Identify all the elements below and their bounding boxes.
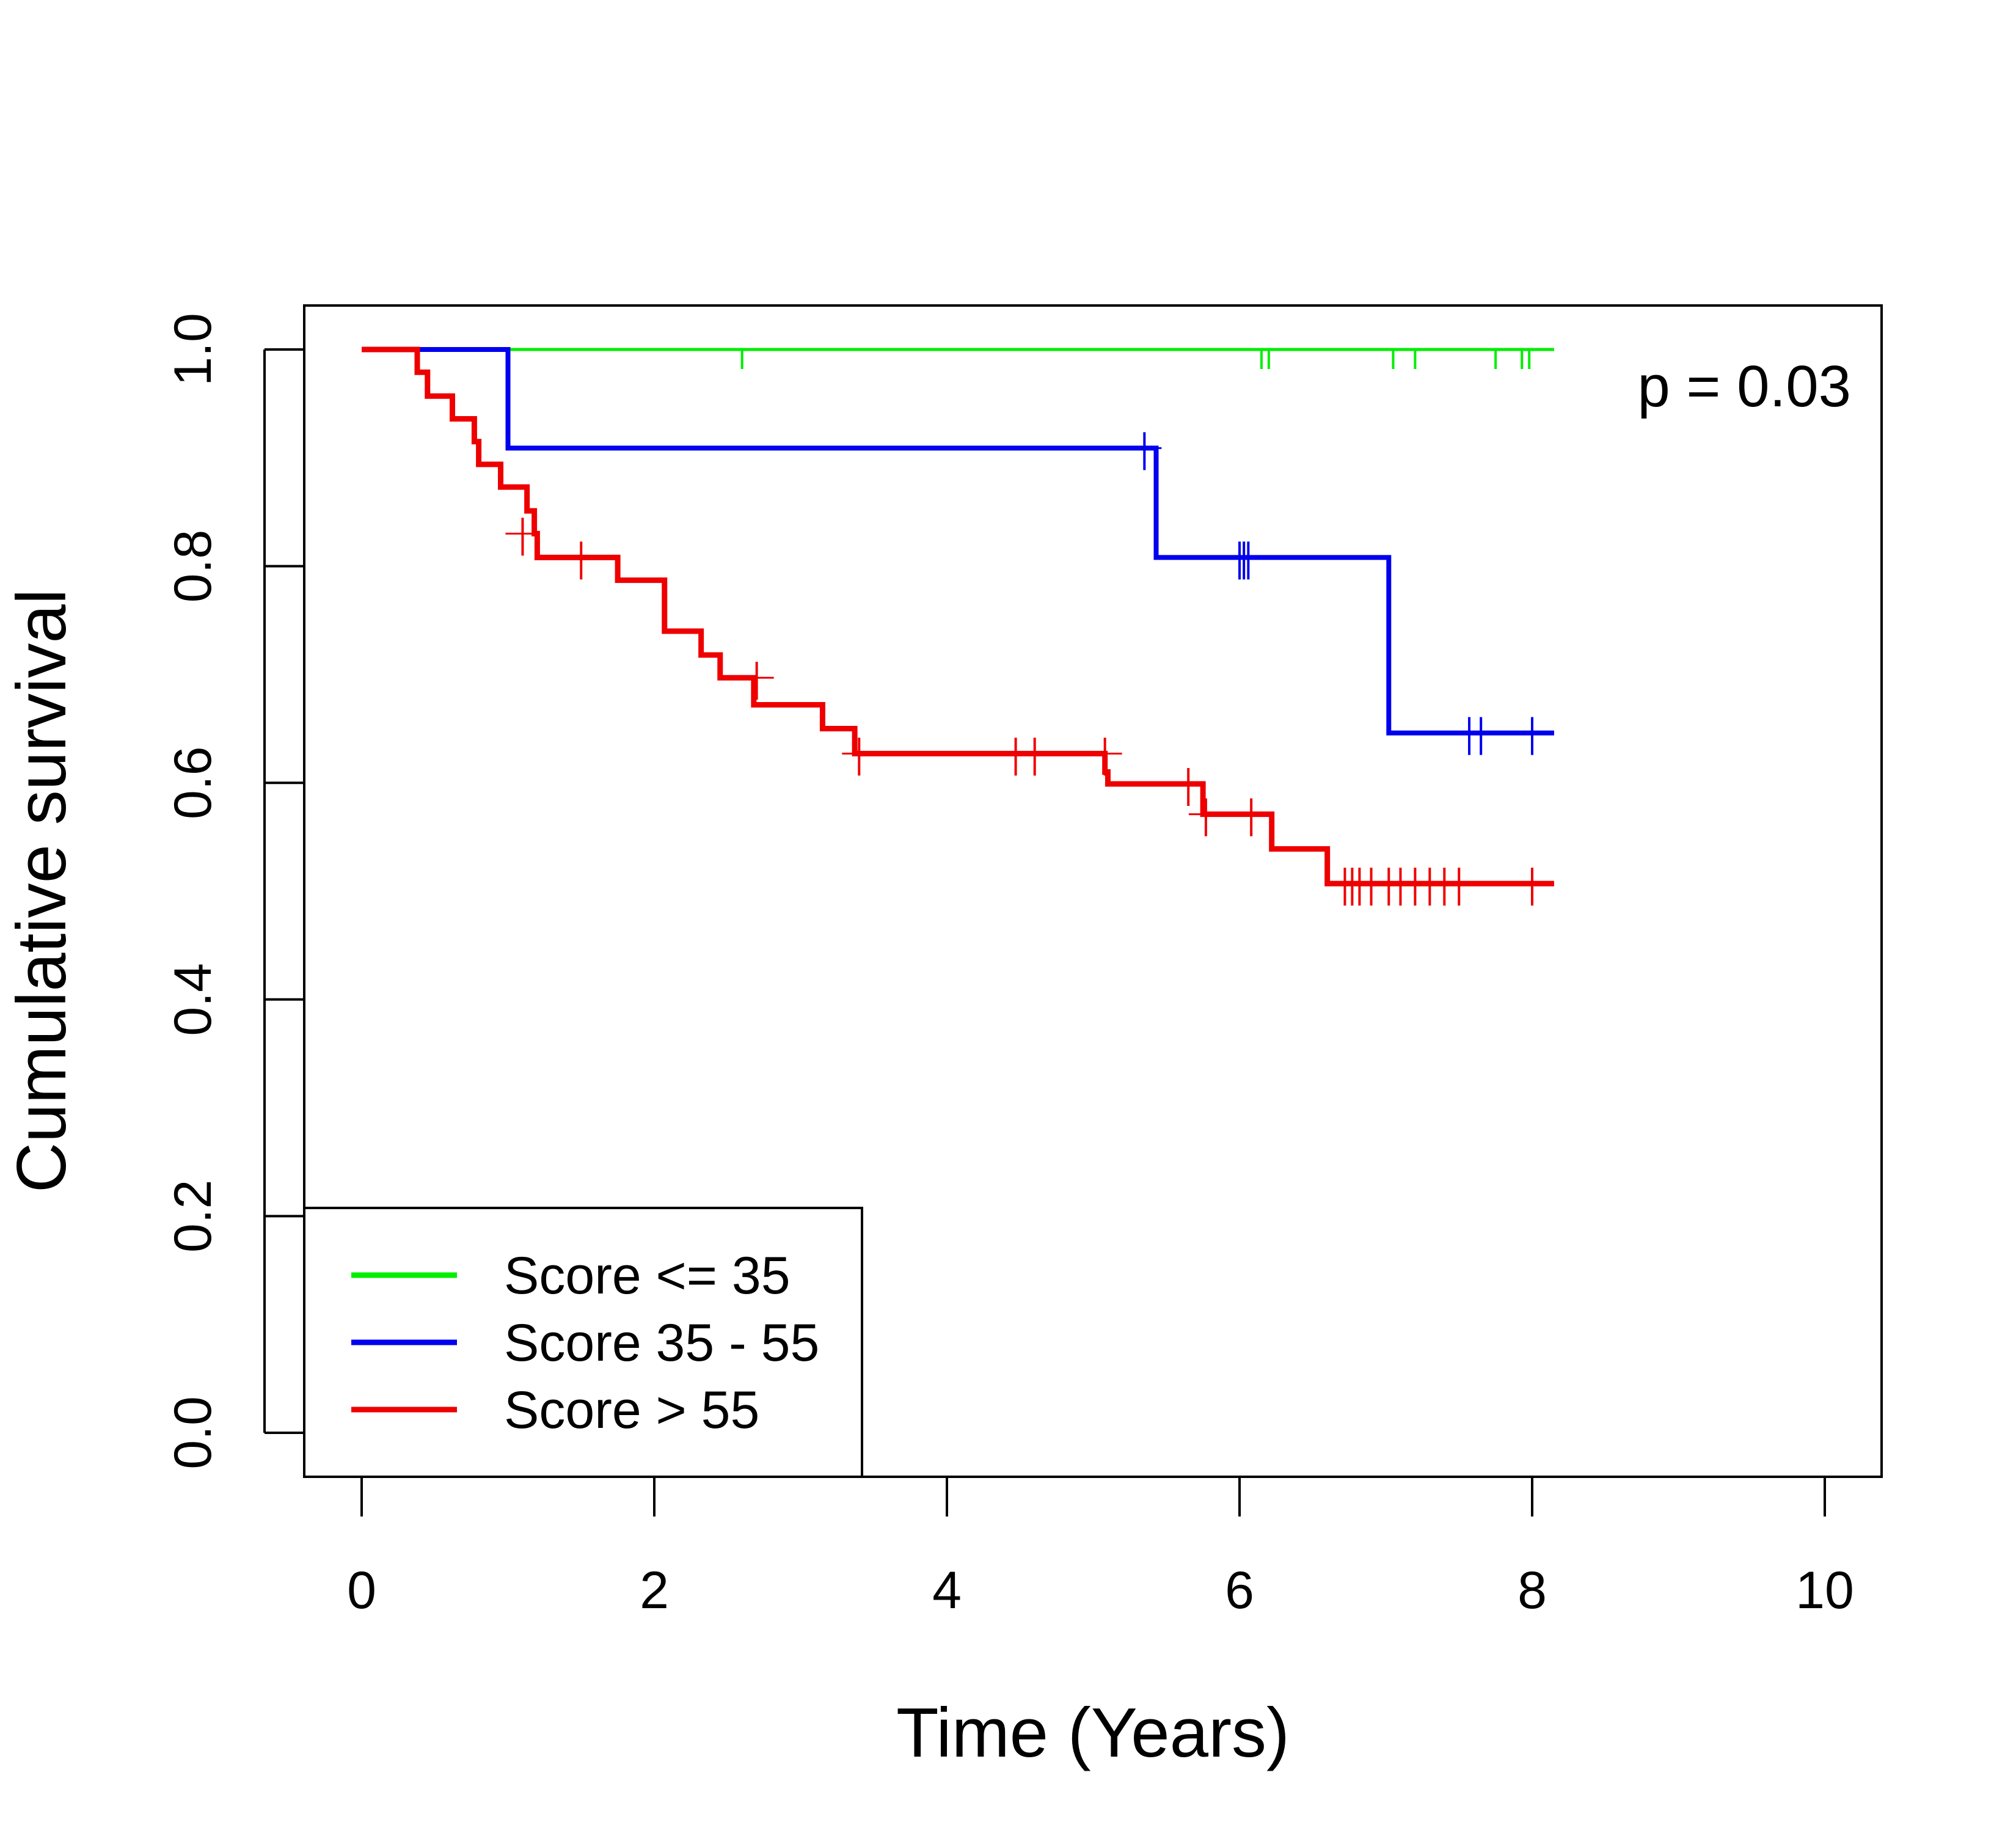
y-tick-label: 0.6: [164, 746, 222, 819]
x-tick-label: 8: [1517, 1561, 1547, 1620]
series-1: [417, 348, 1554, 369]
legend-label: Score <= 35: [504, 1246, 791, 1305]
y-tick-label: 1.0: [164, 313, 222, 386]
y-axis: 0.0 0.2 0.4 0.6 0.8 1.0: [164, 313, 304, 1469]
legend-item: Score <= 35: [351, 1246, 791, 1305]
x-tick-label: 0: [347, 1561, 376, 1620]
y-tick-label: 0.0: [164, 1396, 222, 1469]
legend-label: Score 35 - 55: [504, 1314, 819, 1372]
x-tick-label: 4: [932, 1561, 962, 1620]
series-2: [417, 347, 1554, 755]
series-layer: [362, 346, 1554, 906]
x-axis: 0 2 4 6 8 10: [347, 1476, 1854, 1620]
y-tick-label: 0.4: [164, 963, 222, 1036]
y-tick-label: 0.2: [164, 1180, 222, 1253]
legend-items: Score <= 35 Score 35 - 55 Score > 55: [351, 1246, 819, 1440]
survival-curve: [362, 346, 1554, 887]
legend-label: Score > 55: [504, 1381, 759, 1440]
y-tick-label: 0.8: [164, 530, 222, 603]
legend-item: Score > 55: [351, 1381, 759, 1440]
series-3: [362, 346, 1554, 906]
y-axis-title: Cumulative survival: [3, 589, 81, 1193]
p-value-annotation: p = 0.03: [1637, 354, 1851, 419]
x-tick-label: 2: [640, 1561, 669, 1620]
survival-curve: [417, 347, 1554, 736]
x-tick-label: 10: [1795, 1561, 1854, 1620]
legend-item: Score 35 - 55: [351, 1314, 819, 1372]
x-tick-label: 6: [1225, 1561, 1254, 1620]
x-axis-title: Time (Years): [896, 1694, 1290, 1772]
legend: Score <= 35 Score 35 - 55 Score > 55: [303, 1207, 863, 1478]
